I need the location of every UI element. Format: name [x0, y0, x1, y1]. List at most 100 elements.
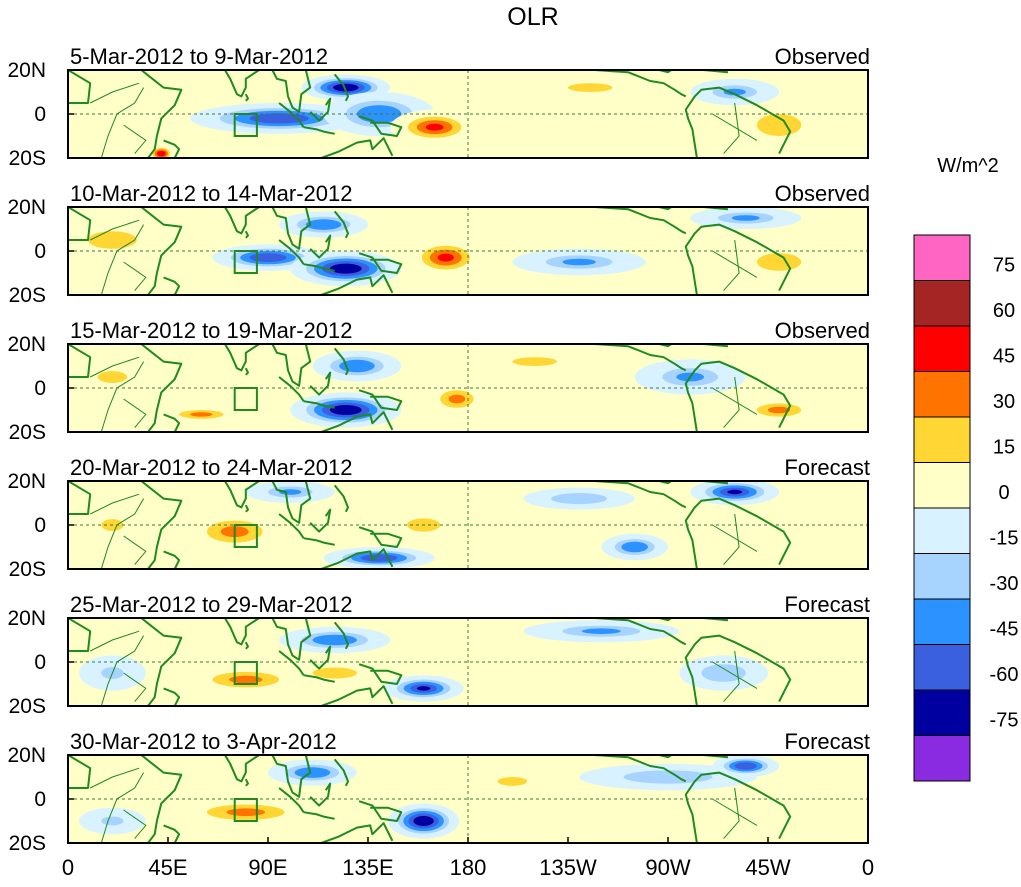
- country-border: [123, 809, 147, 839]
- anomaly-contour: [323, 637, 346, 643]
- anomaly-contour: [568, 83, 613, 92]
- colorbar-swatch: [913, 644, 971, 691]
- anomaly-contour: [348, 362, 366, 370]
- colorbar-label: -45: [990, 619, 1019, 641]
- country-border: [712, 661, 758, 689]
- coastline: [271, 344, 312, 387]
- colorbar-label: -60: [990, 664, 1019, 686]
- coastline: [358, 389, 403, 411]
- anomaly-contour: [159, 151, 164, 156]
- map-panel: 20N 0 20S 5-Mar-2012 to 9-Mar-2012 Observed: [7, 44, 870, 170]
- coastline: [271, 207, 312, 250]
- coastline: [244, 367, 249, 376]
- anomaly-contour: [565, 495, 593, 502]
- country-border: [89, 219, 140, 241]
- coastline: [309, 234, 332, 259]
- anomaly-contour: [314, 222, 333, 228]
- country-border: [123, 672, 147, 702]
- y-tick-label: 20S: [9, 147, 46, 170]
- coastline: [654, 344, 674, 348]
- anomaly-contour: [279, 489, 302, 495]
- index-box: [233, 113, 258, 137]
- country-border: [89, 767, 140, 789]
- colorbar-label: 15: [993, 437, 1015, 459]
- colorbar-label: 30: [993, 391, 1015, 413]
- coastline: [196, 755, 260, 783]
- coastline: [684, 771, 792, 843]
- index-box: [233, 798, 258, 822]
- panel-kind: Observed: [775, 44, 870, 69]
- coastline: [684, 634, 792, 706]
- map-panel: 20N 0 20S 25-Mar-2012 to 29-Mar-2012 Forecas…: [7, 592, 870, 718]
- x-tick-label: 0: [62, 855, 74, 880]
- x-tick-label: 135E: [342, 855, 393, 880]
- country-border: [712, 798, 758, 826]
- coastline: [303, 674, 335, 683]
- coastline: [309, 782, 332, 807]
- chart-title: OLR: [507, 3, 558, 31]
- coastline: [163, 139, 181, 158]
- coastline: [594, 70, 687, 98]
- coastline: [303, 126, 335, 135]
- colorbar-swatch: [913, 689, 971, 736]
- coastline: [303, 811, 335, 820]
- colorbar-swatch: [913, 416, 971, 463]
- coastline: [320, 548, 394, 569]
- coastline: [684, 497, 792, 569]
- coastline: [163, 413, 181, 432]
- coastline: [68, 344, 92, 378]
- x-tick-label: 45W: [745, 855, 790, 880]
- y-tick-label: 20N: [7, 744, 46, 767]
- colorbar-label: 75: [993, 255, 1015, 277]
- y-tick-label: 20N: [7, 470, 46, 493]
- anomaly-contour: [425, 123, 444, 131]
- y-tick-label: 20S: [9, 421, 46, 444]
- coastline: [594, 207, 687, 235]
- coastline: [244, 778, 249, 787]
- coastline: [303, 263, 335, 272]
- coastline: [196, 207, 260, 235]
- y-tick-label: 20N: [7, 333, 46, 356]
- anomaly-contour: [337, 266, 354, 272]
- coastline: [68, 481, 92, 515]
- anomaly-contour: [229, 675, 263, 684]
- coastline: [700, 618, 729, 622]
- anomaly-contour: [448, 394, 466, 404]
- coastline: [700, 755, 729, 759]
- x-tick-label: 45E: [148, 855, 187, 880]
- coastline: [196, 70, 260, 98]
- panel-kind: Observed: [775, 318, 870, 343]
- colorbar-label: -75: [990, 710, 1019, 732]
- coastline: [654, 755, 674, 759]
- coastline: [700, 481, 729, 485]
- y-tick-label: 20N: [7, 196, 46, 219]
- panel-kind: Observed: [775, 181, 870, 206]
- coastline: [278, 239, 305, 265]
- coastline: [594, 755, 687, 783]
- index-box: [233, 387, 258, 411]
- colorbar-swatch: [913, 553, 971, 600]
- anomaly-contour: [497, 777, 528, 786]
- x-tick-label: 90W: [645, 855, 690, 880]
- coastline: [68, 70, 92, 104]
- y-tick-label: 0: [34, 514, 46, 537]
- anomaly-contour: [264, 115, 294, 121]
- coastline: [358, 115, 403, 137]
- y-tick-label: 0: [34, 651, 46, 674]
- anomaly-contour: [416, 686, 431, 691]
- anomaly-contour: [712, 668, 735, 678]
- coastline: [163, 687, 181, 706]
- panel-period: 30-Mar-2012 to 3-Apr-2012: [70, 729, 337, 754]
- anomaly-contour: [339, 85, 353, 90]
- colorbar-swatch: [913, 462, 971, 509]
- panel-kind: Forecast: [784, 592, 870, 617]
- coastline: [309, 645, 332, 670]
- colorbar-swatch: [913, 507, 971, 554]
- coastline: [196, 481, 260, 509]
- coastline: [278, 513, 305, 539]
- colorbar-label: 0: [998, 482, 1009, 504]
- coastline: [320, 137, 394, 158]
- coastline: [140, 618, 183, 706]
- country-border: [123, 261, 147, 291]
